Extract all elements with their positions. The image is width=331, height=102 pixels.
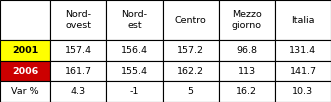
Bar: [219, 40, 275, 61]
Bar: [275, 81, 331, 102]
Text: 10.3: 10.3: [292, 87, 313, 96]
Bar: [0, 0, 50, 40]
Text: 2006: 2006: [12, 67, 38, 76]
Text: 4.3: 4.3: [71, 87, 86, 96]
Text: 5: 5: [188, 87, 194, 96]
Bar: [0, 61, 50, 81]
Bar: [50, 81, 107, 102]
Bar: [163, 40, 219, 61]
Bar: [275, 61, 331, 81]
Bar: [163, 61, 219, 81]
Bar: [163, 81, 219, 102]
Text: Mezzo
giorno: Mezzo giorno: [232, 10, 262, 30]
Text: 141.7: 141.7: [289, 67, 316, 76]
Text: 157.2: 157.2: [177, 46, 204, 55]
Bar: [107, 0, 163, 40]
Text: Italia: Italia: [291, 16, 315, 25]
Bar: [275, 40, 331, 61]
Text: Nord-
ovest: Nord- ovest: [66, 10, 91, 30]
Bar: [50, 61, 107, 81]
Bar: [163, 0, 219, 40]
Bar: [107, 81, 163, 102]
Text: -1: -1: [130, 87, 139, 96]
Text: 113: 113: [238, 67, 256, 76]
Bar: [0, 81, 50, 102]
Bar: [219, 0, 275, 40]
Text: Centro: Centro: [175, 16, 207, 25]
Text: 96.8: 96.8: [236, 46, 257, 55]
Text: 156.4: 156.4: [121, 46, 148, 55]
Bar: [107, 61, 163, 81]
Bar: [50, 0, 107, 40]
Bar: [50, 40, 107, 61]
Text: 2001: 2001: [12, 46, 38, 55]
Bar: [0, 40, 50, 61]
Text: 155.4: 155.4: [121, 67, 148, 76]
Text: 157.4: 157.4: [65, 46, 92, 55]
Text: 16.2: 16.2: [236, 87, 257, 96]
Bar: [219, 81, 275, 102]
Text: Var %: Var %: [11, 87, 39, 96]
Bar: [219, 61, 275, 81]
Text: 131.4: 131.4: [289, 46, 316, 55]
Text: Nord-
est: Nord- est: [121, 10, 148, 30]
Text: 162.2: 162.2: [177, 67, 204, 76]
Text: 161.7: 161.7: [65, 67, 92, 76]
Bar: [275, 0, 331, 40]
Bar: [107, 40, 163, 61]
